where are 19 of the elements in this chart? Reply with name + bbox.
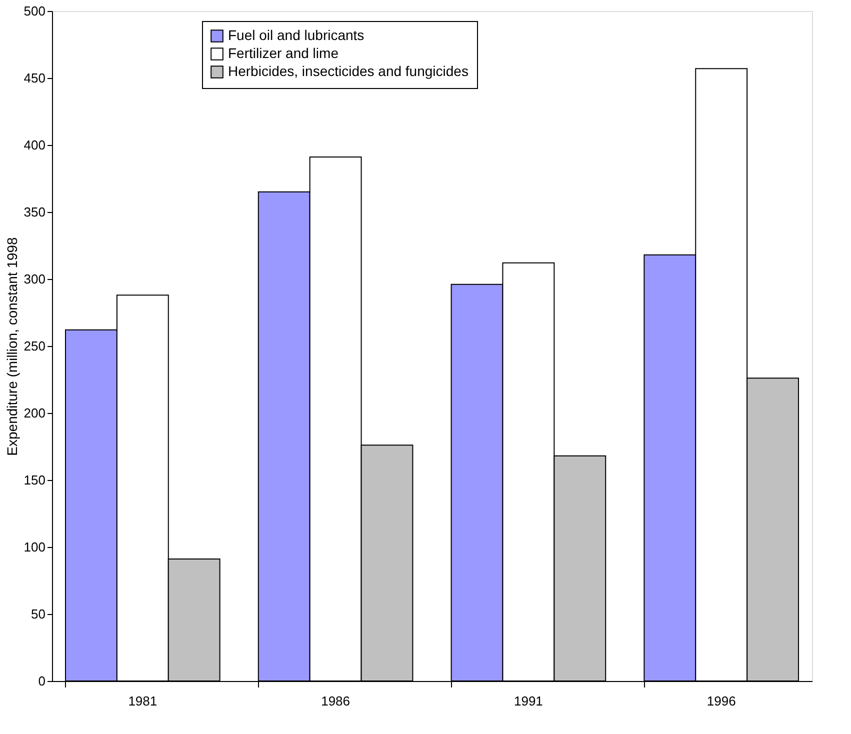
x-tick-label: 1986 (321, 694, 350, 708)
y-tick-label: 350 (24, 204, 46, 220)
y-tick-label: 150 (24, 472, 46, 488)
legend-label: Fertilizer and lime (228, 45, 339, 61)
y-tick-label: 50 (31, 606, 46, 622)
legend-label: Fuel oil and lubricants (228, 27, 364, 43)
y-tick-label: 250 (24, 338, 46, 354)
x-tick-label: 1996 (706, 694, 736, 708)
y-axis-title: Expenditure (million, constant 1998 (4, 236, 20, 456)
y-tick-label: 200 (24, 406, 46, 420)
y-tick-label: 100 (24, 540, 46, 554)
y-tick-label: 500 (24, 4, 46, 18)
x-tick-label: 1981 (128, 694, 158, 708)
y-tick-label: 300 (24, 272, 46, 286)
y-tick-label: 400 (24, 138, 46, 152)
y-tick-label: 0 (38, 674, 46, 688)
y-tick-label: 450 (24, 70, 46, 86)
legend-label: Herbicides, insecticides and fungicides (228, 63, 468, 79)
x-tick-label: 1991 (514, 694, 543, 708)
